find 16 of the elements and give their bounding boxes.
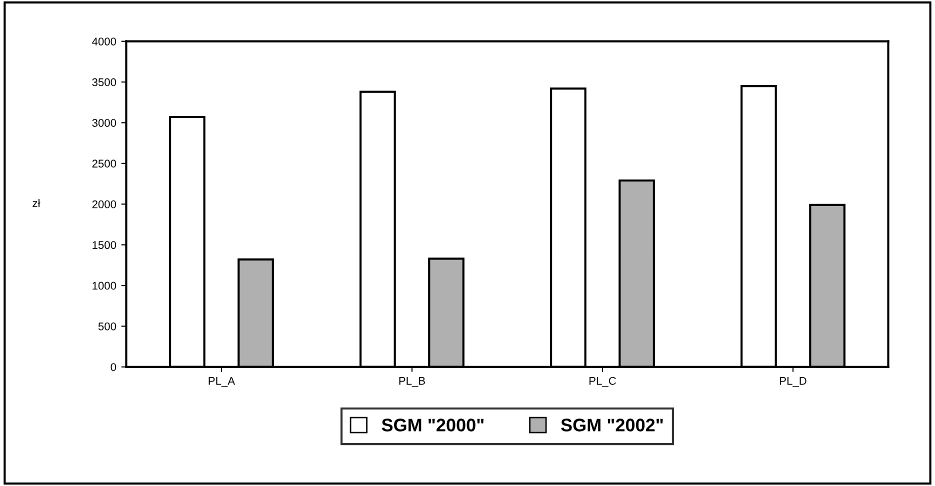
legend-label: SGM "2000" [382,418,484,432]
y-axis-title: zł [32,198,40,207]
y-tick-label: 1500 [92,241,116,249]
y-tick-label: 0 [110,363,116,372]
y-tick-label: 500 [98,322,116,330]
x-tick-label: PL_D [780,377,806,387]
x-tick-label: PL_C [590,376,616,387]
y-tick-label: 3500 [92,78,116,86]
x-tick-label: PL_B [399,377,425,387]
y-tick-label: 2500 [92,160,116,168]
legend-label: SGM "2002" [561,418,663,432]
y-tick-label: 2000 [92,200,116,208]
x-tick-label: PL_A [208,377,236,387]
y-tick-label: 4000 [92,38,116,46]
y-tick-label: 1000 [92,282,116,290]
y-tick-label: 3000 [92,118,116,127]
